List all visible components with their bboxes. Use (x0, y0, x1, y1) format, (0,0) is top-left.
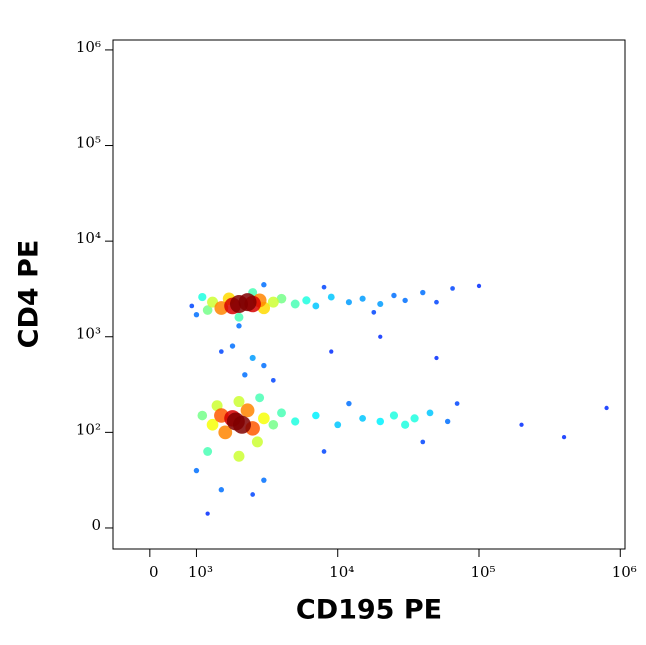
event-point (454, 401, 460, 406)
event-point (402, 297, 408, 304)
y-tick-label: 0 (91, 516, 101, 534)
event-point (240, 403, 255, 418)
event-point (205, 511, 210, 516)
x-tick-label: 0 (149, 563, 159, 581)
event-point (389, 411, 399, 420)
event-point (250, 492, 256, 497)
event-point (218, 425, 233, 440)
event-point (377, 300, 384, 308)
event-point (198, 292, 207, 302)
event-point (277, 408, 286, 418)
event-point (371, 309, 377, 315)
event-point (561, 434, 567, 440)
event-point (234, 312, 244, 322)
event-point (218, 487, 225, 493)
event-point (276, 293, 287, 304)
event-point (312, 411, 320, 420)
event-point (291, 417, 300, 426)
event-point (218, 349, 224, 354)
event-point (519, 422, 524, 427)
event-point (376, 417, 385, 426)
event-point (268, 419, 279, 430)
event-point (233, 396, 245, 408)
event-point (229, 295, 248, 314)
event-point (410, 414, 419, 423)
event-point (391, 292, 397, 299)
y-tick-label: 10² (76, 420, 101, 438)
event-point (444, 418, 451, 425)
event-point (232, 415, 251, 434)
event-point (242, 372, 248, 378)
y-tick-label: 10³ (76, 325, 101, 343)
x-tick-label: 10⁵ (470, 563, 495, 581)
event-point (193, 312, 200, 318)
event-point (312, 302, 320, 310)
event-point (434, 355, 439, 361)
event-point (450, 286, 455, 291)
event-point (202, 305, 213, 315)
event-point (378, 334, 383, 339)
event-point (261, 362, 267, 369)
event-point (233, 450, 245, 462)
event-point (346, 400, 352, 407)
event-point (189, 303, 195, 309)
event-point (261, 282, 267, 288)
event-point (329, 349, 334, 354)
event-point (359, 414, 367, 422)
event-point (420, 289, 426, 296)
event-point (236, 323, 242, 329)
y-tick-label: 10⁵ (76, 134, 101, 152)
y-axis-label: CD4 PE (14, 240, 45, 349)
event-point (401, 420, 410, 429)
event-point (476, 283, 482, 289)
y-tick-label: 10⁶ (76, 38, 101, 56)
event-point (270, 377, 276, 383)
event-point (203, 447, 213, 456)
x-tick-label: 10³ (188, 563, 213, 581)
y-tick-label: 10⁴ (76, 229, 101, 247)
event-point (249, 354, 256, 362)
event-point (321, 284, 327, 290)
event-point (359, 295, 366, 302)
event-point (197, 410, 208, 421)
event-point (193, 467, 200, 474)
event-point (334, 421, 342, 429)
event-point (251, 436, 263, 448)
event-point (206, 418, 219, 431)
plot-frame (112, 39, 626, 550)
event-point (229, 343, 236, 349)
event-point (345, 299, 352, 306)
event-point (434, 299, 439, 305)
event-point (327, 293, 335, 301)
event-point (420, 439, 426, 445)
x-tick-label: 10⁶ (612, 563, 637, 581)
event-point (267, 296, 279, 308)
x-axis-label: CD195 PE (296, 595, 442, 626)
x-tick-label: 10⁴ (329, 563, 354, 581)
event-point (426, 409, 434, 417)
event-point (290, 299, 300, 309)
event-point (255, 393, 265, 403)
event-point (604, 405, 609, 411)
event-point (302, 296, 311, 305)
event-point (261, 477, 267, 483)
event-point (258, 412, 270, 425)
event-point (321, 449, 327, 454)
